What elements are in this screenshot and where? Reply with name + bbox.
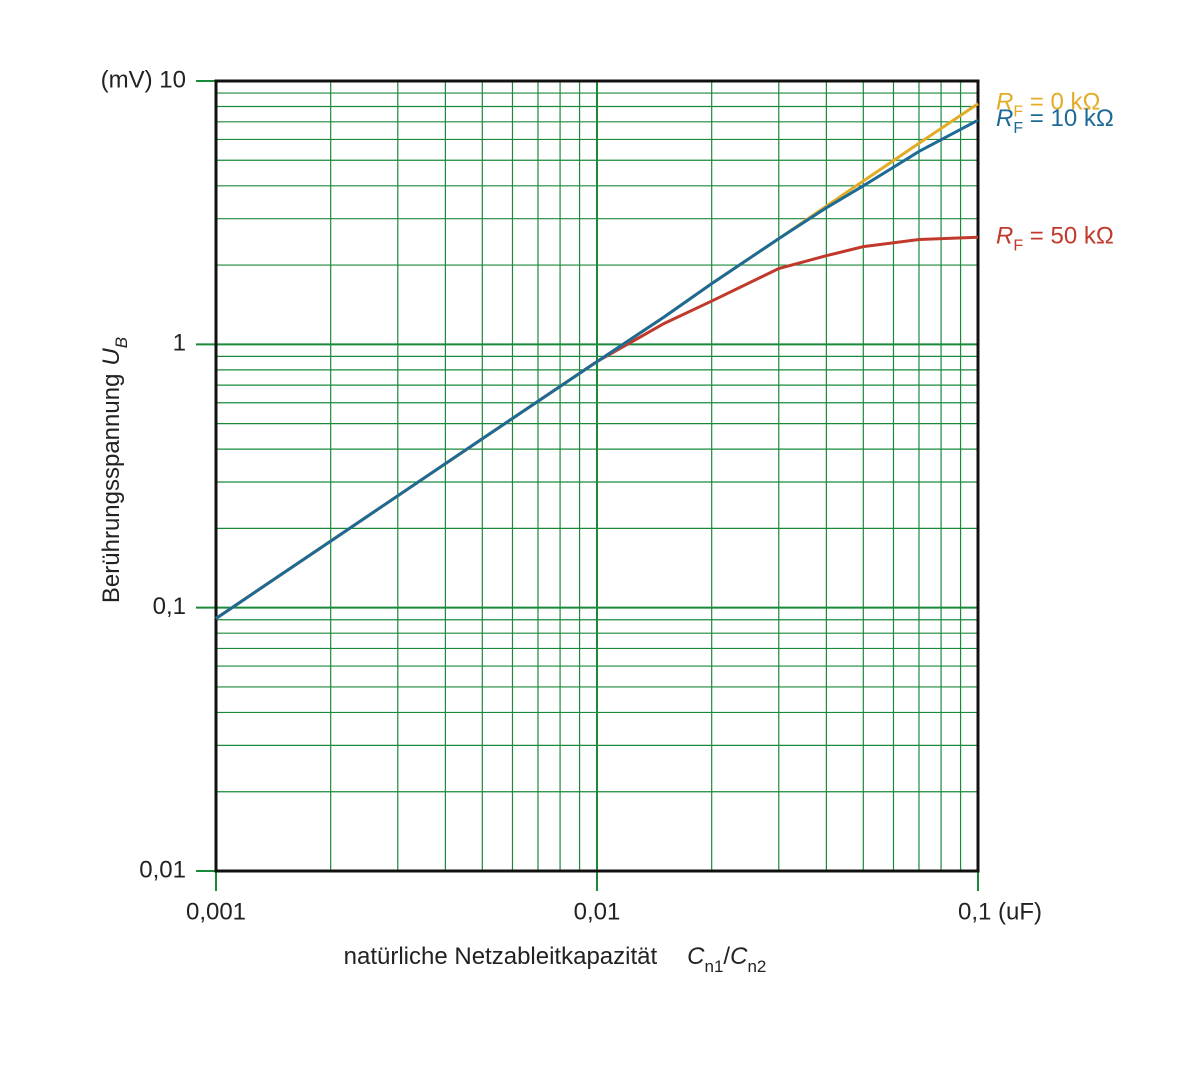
y-tick-label: 1 — [173, 330, 186, 357]
x-axis-label: natürliche Netzableitkapazität Cn1/Cn2 — [344, 943, 767, 976]
x-tick-label: 0,1 (uF) — [958, 898, 1042, 925]
y-label-text: Berührungsspannung — [98, 374, 125, 604]
y-tick-label: (mV) 10 — [101, 66, 186, 93]
symbol-part: U — [98, 348, 125, 366]
symbol-part: n1 — [705, 957, 724, 976]
symbol-part: C — [687, 943, 705, 970]
legend-label: RF = 0 kΩ — [996, 89, 1100, 120]
symbol-part: B — [112, 337, 131, 348]
legend-label: RF = 50 kΩ — [996, 223, 1114, 254]
x-label-text: natürliche Netzableitkapazität — [344, 943, 658, 970]
legend-label: RF = 10 kΩ — [996, 106, 1114, 137]
plot-frame — [214, 79, 980, 873]
x-tick-label: 0,001 — [186, 898, 246, 925]
symbol-part: C — [730, 943, 748, 970]
y-tick-label: 0,1 — [153, 593, 186, 620]
symbol-part: / — [723, 943, 730, 970]
y-axis-label: Berührungsspannung UB — [98, 337, 131, 603]
y-tick-label: 0,01 — [139, 856, 186, 883]
series-line — [215, 118, 979, 620]
x-tick-label: 0,01 — [574, 898, 621, 925]
symbol-part: n2 — [747, 957, 766, 976]
